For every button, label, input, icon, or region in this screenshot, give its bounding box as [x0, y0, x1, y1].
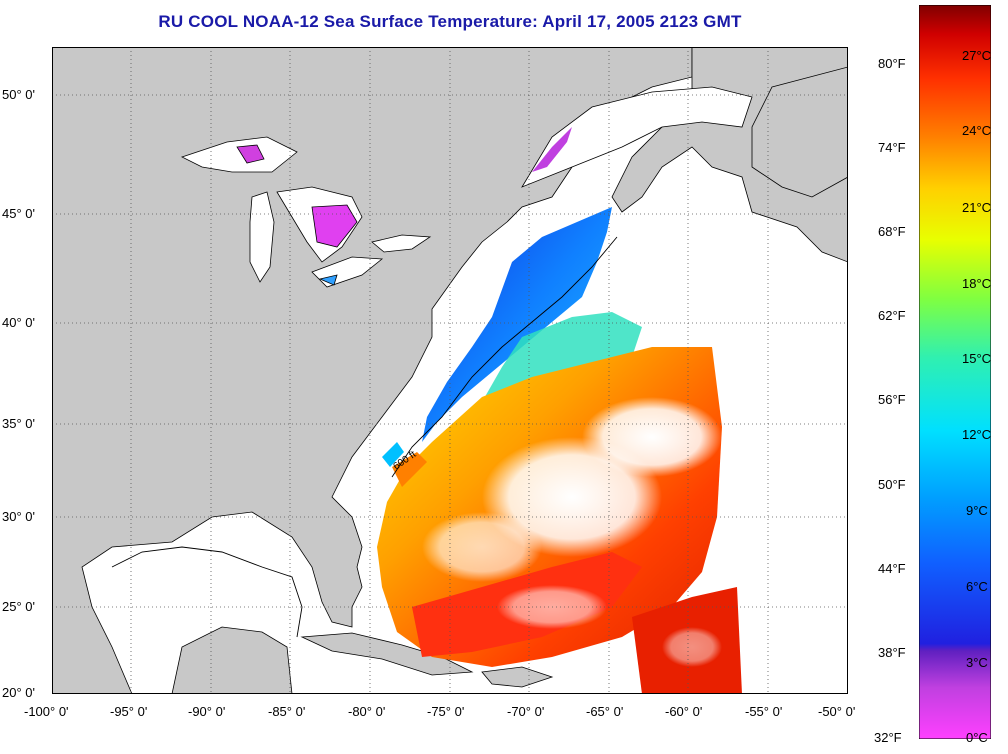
- lat-label-45: 45° 0': [2, 206, 35, 221]
- f-label-80: 80°F: [878, 56, 906, 71]
- c-label-15: 15°C: [962, 351, 992, 366]
- lat-label-35: 35° 0': [2, 416, 35, 431]
- graticule: [52, 47, 848, 694]
- c-label-24: 24°C: [962, 123, 992, 138]
- lon-label-85: -85° 0': [268, 704, 306, 719]
- lon-label-80: -80° 0': [348, 704, 386, 719]
- land-cuba: [300, 632, 474, 676]
- f-label-44: 44°F: [878, 561, 906, 576]
- map-title: RU COOL NOAA-12 Sea Surface Temperature:…: [158, 12, 742, 31]
- c-label-6: 6°C: [966, 579, 988, 594]
- lon-label-65: -65° 0': [586, 704, 624, 719]
- map-frame: [52, 47, 848, 694]
- lon-label-55: -55° 0': [745, 704, 783, 719]
- land-hispaniola: [481, 666, 554, 688]
- f-label-38: 38°F: [878, 645, 906, 660]
- c-label-3: 3°C: [966, 655, 988, 670]
- f-label-50: 50°F: [878, 477, 906, 492]
- c-label-27: 27°C: [962, 48, 992, 63]
- f-label-62: 62°F: [878, 308, 906, 323]
- lon-label-90: -90° 0': [188, 704, 226, 719]
- colorbar-ramp: [919, 5, 991, 739]
- contour-600ft: [391, 236, 618, 478]
- colorbar-canvas: [919, 5, 991, 739]
- lat-label-50: 50° 0': [2, 87, 35, 102]
- sst-map: 600 ft: [52, 47, 848, 694]
- st-lawrence: [521, 86, 753, 188]
- f-label-56: 56°F: [878, 392, 906, 407]
- c-label-21: 21°C: [962, 200, 992, 215]
- c-label-0: 0°C: [966, 730, 988, 745]
- c-label-18: 18°C: [962, 276, 992, 291]
- land-north-america: [52, 47, 693, 694]
- f-label-74: 74°F: [878, 140, 906, 155]
- lon-label-75: -75° 0': [427, 704, 465, 719]
- c-label-9: 9°C: [966, 503, 988, 518]
- f-label-32: 32°F: [874, 730, 902, 745]
- f-label-68: 68°F: [878, 224, 906, 239]
- lon-label-60: -60° 0': [665, 704, 703, 719]
- land-newfoundland: [751, 66, 848, 198]
- sst-swath: [377, 207, 742, 694]
- lat-label-40: 40° 0': [2, 315, 35, 330]
- colorbar: [919, 5, 991, 739]
- lat-label-30: 30° 0': [2, 509, 35, 524]
- lon-label-50: -50° 0': [818, 704, 856, 719]
- map-canvas: 600 ft: [52, 47, 848, 694]
- lat-label-25: 25° 0': [2, 599, 35, 614]
- land-yucatan: [171, 626, 293, 694]
- lon-label-70: -70° 0': [507, 704, 545, 719]
- lon-label-100: -100° 0': [24, 704, 69, 719]
- c-label-12: 12°C: [962, 427, 992, 442]
- lon-label-95: -95° 0': [110, 704, 148, 719]
- great-lakes: [180, 136, 432, 288]
- lat-label-20: 20° 0': [2, 685, 35, 700]
